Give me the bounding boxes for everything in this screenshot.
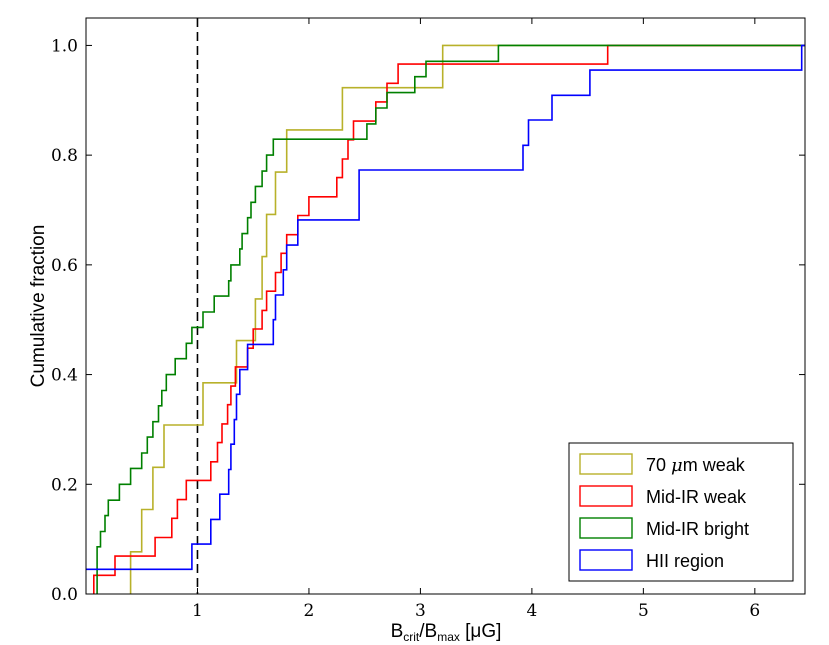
legend-label: Mid-IR bright [646, 519, 749, 539]
series-line-70-m-weak [129, 44, 805, 594]
tick-labels: 1 2 3 4 5 6 0.0 0.2 0.4 0.6 0.8 1.0 [51, 36, 760, 621]
y-tick-label: 0.0 [51, 585, 78, 605]
legend-swatch [579, 549, 633, 571]
y-tick-label: 0.6 [51, 256, 78, 276]
legend: 70 μm weak Mid-IR weak Mid-IR bright HII re… [568, 442, 794, 582]
legend-label: 70 μm weak [646, 455, 746, 476]
y-tick-label: 0.4 [51, 366, 78, 386]
legend-label: Mid-IR weak [646, 487, 747, 507]
x-tick-label: 4 [526, 601, 537, 621]
legend-box [568, 442, 794, 582]
series-line-mid-ir-weak [93, 44, 805, 594]
series-layer [86, 44, 805, 594]
y-tick-label: 1.0 [51, 36, 78, 56]
series-line-mid-ir-bright [96, 44, 805, 594]
y-tick-label: 0.2 [51, 475, 78, 495]
legend-swatch [579, 517, 633, 539]
legend-label: HII region [646, 551, 724, 571]
x-tick-label: 2 [304, 601, 315, 621]
legend-entries: 70 μm weak Mid-IR weak Mid-IR bright HII re… [579, 453, 749, 571]
y-tick-label: 0.8 [51, 146, 78, 166]
x-tick-label: 1 [192, 601, 203, 621]
y-axis-title: Cumulative fraction [28, 225, 49, 388]
plot-frame [85, 17, 806, 595]
x-tick-label: 5 [638, 601, 649, 621]
x-tick-label: 3 [415, 601, 426, 621]
legend-swatch [579, 453, 633, 475]
legend-swatch [579, 485, 633, 507]
series-line-hii-region [86, 44, 805, 571]
x-axis-title: Bcrit/Bmax [μG] [391, 621, 502, 644]
x-tick-label: 6 [749, 601, 760, 621]
